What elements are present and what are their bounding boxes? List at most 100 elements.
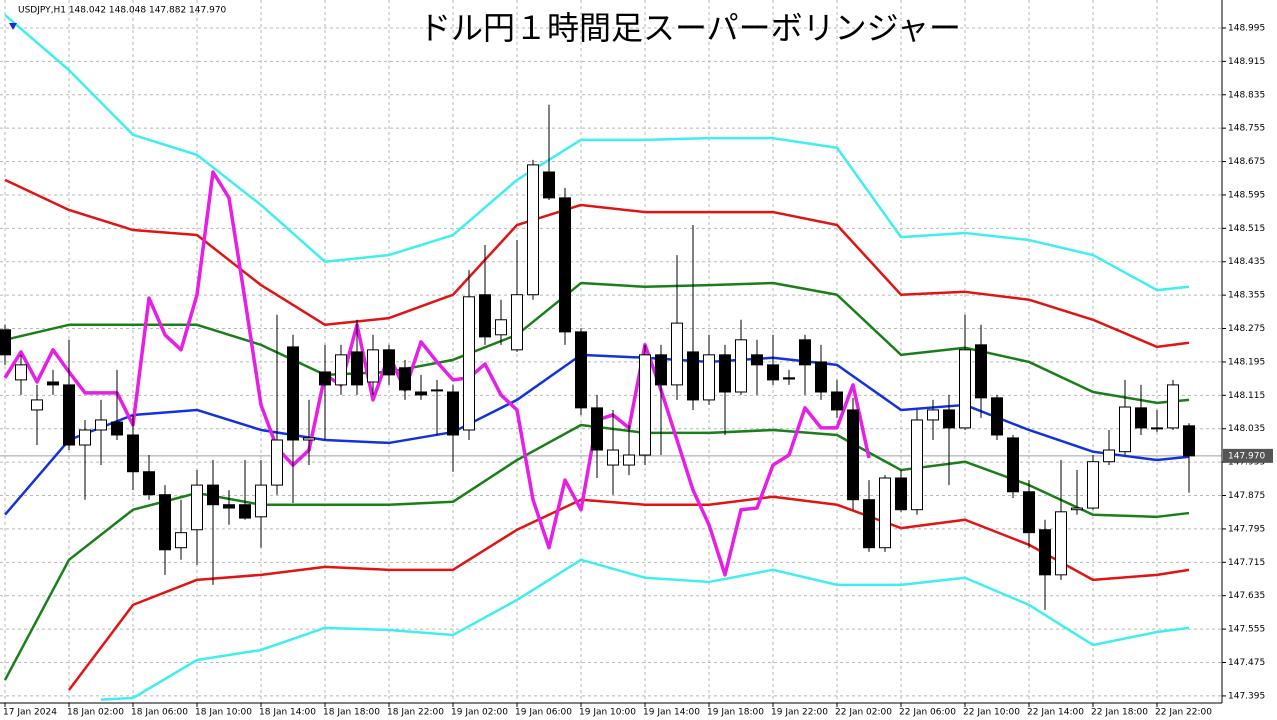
y-tick-label: 147.395	[1228, 691, 1265, 701]
candle-body	[543, 171, 555, 199]
x-tick-label: 18 Jan 06:00	[131, 708, 188, 718]
candle-body	[255, 484, 267, 518]
candle-body	[431, 389, 443, 392]
candle-body	[783, 377, 795, 380]
x-tick-label: 19 Jan 02:00	[451, 708, 508, 718]
candle-body	[175, 532, 187, 549]
candle-body	[1151, 427, 1163, 430]
candle-body	[671, 322, 683, 386]
x-tick-label: 22 Jan 18:00	[1091, 708, 1148, 718]
symbol-header: USDJPY,H1 148.042 148.048 147.882 147.97…	[18, 6, 227, 16]
candle-body	[575, 331, 587, 409]
x-tick-label: 18 Jan 02:00	[67, 708, 124, 718]
indicator-line	[3, 170, 871, 577]
candle-body	[1071, 507, 1083, 511]
x-tick-label: 22 Jan 10:00	[963, 708, 1020, 718]
candle-body	[863, 499, 875, 549]
candle-body	[415, 391, 427, 396]
candle-body	[1103, 449, 1115, 463]
candle-body	[159, 494, 171, 551]
y-tick-label: 148.755	[1228, 124, 1265, 134]
candle-body	[767, 364, 779, 381]
candle-body	[831, 391, 843, 411]
y-tick-label: 148.995	[1228, 23, 1265, 33]
x-tick-label: 22 Jan 14:00	[1027, 708, 1084, 718]
candle-body	[223, 504, 235, 509]
candle-body	[303, 437, 315, 441]
y-tick-label: 147.795	[1228, 524, 1265, 534]
candle-body	[1167, 384, 1179, 429]
candle-body	[527, 164, 539, 296]
candle-body	[399, 367, 411, 391]
candle-body	[447, 391, 459, 436]
x-tick-label: 22 Jan 06:00	[899, 708, 956, 718]
candle-body	[1039, 529, 1051, 576]
x-tick-label: 19 Jan 18:00	[707, 708, 764, 718]
current-price-label: 147.970	[1228, 451, 1265, 461]
indicator-line	[4, 353, 1190, 516]
candle-body	[207, 484, 219, 506]
candle-body	[799, 339, 811, 366]
candle-body	[495, 319, 507, 336]
candle-body	[735, 339, 747, 393]
candle-body	[0, 329, 11, 356]
y-tick-label: 148.515	[1228, 224, 1265, 234]
indicator-line	[4, 14, 1190, 292]
candle-body	[975, 344, 987, 399]
candle-body	[335, 354, 347, 386]
candle-body	[1087, 461, 1099, 509]
x-tick-label: 18 Jan 18:00	[323, 708, 380, 718]
y-tick-label: 147.715	[1228, 558, 1265, 568]
candle-body	[607, 449, 619, 466]
candle-body	[719, 354, 731, 393]
candle-body	[879, 477, 891, 549]
candle-body	[63, 384, 75, 446]
candle-body	[927, 409, 939, 421]
x-tick-label: 17 Jan 2024	[3, 708, 57, 718]
candle-body	[1007, 437, 1019, 493]
candle-body	[271, 439, 283, 486]
candle-body	[367, 349, 379, 383]
x-tick-label: 22 Jan 22:00	[1155, 708, 1212, 718]
y-tick-label: 147.475	[1228, 658, 1265, 668]
candle-body	[703, 354, 715, 401]
candle-body	[31, 399, 43, 411]
candle-body	[559, 197, 571, 333]
y-tick-label: 147.875	[1228, 491, 1265, 501]
candle-body	[751, 354, 763, 366]
y-tick-label: 148.435	[1228, 257, 1265, 267]
axes: 148.995 148.915 148.835 148.755 148.675 148.5…	[3, 23, 1273, 718]
y-tick-label: 148.195	[1228, 357, 1265, 367]
candle-body	[687, 351, 699, 401]
candle-body	[319, 371, 331, 386]
candle-body	[351, 351, 363, 386]
candle-body	[639, 354, 651, 456]
candle-body	[511, 294, 523, 351]
x-tick-label: 18 Jan 14:00	[259, 708, 316, 718]
x-tick-label: 19 Jan 10:00	[579, 708, 636, 718]
candle-body	[591, 407, 603, 451]
y-tick-label: 147.555	[1228, 625, 1265, 635]
chart-title: ドル円１時間足スーパーボリンジャー	[419, 9, 961, 47]
candle-body	[1055, 511, 1067, 576]
candle-body	[95, 419, 107, 431]
candle-body	[111, 421, 123, 436]
candle-body	[383, 349, 395, 376]
x-tick-label: 19 Jan 14:00	[643, 708, 700, 718]
current-price-box	[1223, 448, 1273, 463]
candle-body	[1135, 407, 1147, 429]
indicator-line	[4, 281, 1190, 405]
y-tick-label: 148.675	[1228, 157, 1265, 167]
y-tick-label: 148.595	[1228, 190, 1265, 200]
candle-body	[479, 294, 491, 338]
candle-body	[911, 419, 923, 511]
x-tick-label: 18 Jan 22:00	[387, 708, 444, 718]
candle-body	[463, 296, 475, 431]
candle-body	[127, 434, 139, 473]
y-tick-label: 148.275	[1228, 324, 1265, 334]
x-tick-label: 19 Jan 22:00	[771, 708, 828, 718]
candle-body	[623, 454, 635, 466]
x-tick-label: 19 Jan 06:00	[515, 708, 572, 718]
